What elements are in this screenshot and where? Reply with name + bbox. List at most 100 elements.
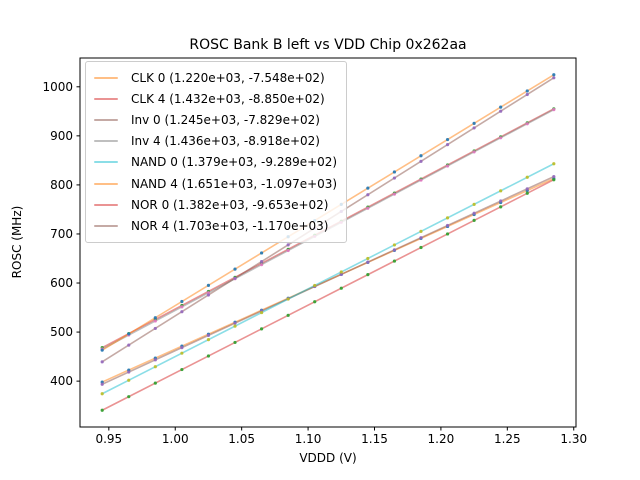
data-marker-nand-0 — [259, 310, 264, 315]
axes-frame — [79, 57, 577, 428]
x-tick-label: 0.95 — [95, 432, 122, 446]
data-marker-nor-0 — [259, 327, 264, 331]
legend-item-nand-4: NAND 4 (1.651e+03, -1.097e+03) — [94, 173, 337, 194]
data-marker-nor-4 — [180, 310, 184, 314]
data-marker-nor-4 — [472, 126, 476, 130]
data-marker-nand-4 — [499, 105, 503, 109]
data-marker-nand-4 — [366, 186, 370, 190]
data-marker-nor-0 — [180, 367, 184, 372]
data-marker-inv-0 — [552, 175, 556, 179]
data-marker-inv-4 — [419, 178, 423, 182]
data-marker-nand-0 — [552, 162, 556, 166]
fit-line-nand-0 — [101, 162, 555, 395]
data-marker-nand-0 — [499, 189, 503, 193]
legend-box: CLK 0 (1.220e+03, -7.548e+02) CLK 4 (1.43… — [85, 61, 348, 243]
data-marker-nor-4 — [259, 259, 264, 264]
data-marker-nand-0 — [206, 338, 211, 342]
data-marker-inv-4 — [499, 136, 503, 140]
data-marker-nor-4 — [525, 92, 529, 97]
data-marker-inv-0 — [392, 248, 397, 252]
x-tick-label: 1.10 — [295, 432, 322, 446]
legend-line-swatch — [94, 161, 118, 164]
legend-item-clk-4: CLK 4 (1.432e+03, -8.850e+02) — [94, 88, 337, 109]
data-marker-nor-4 — [233, 276, 237, 280]
data-marker-nand-0 — [180, 351, 184, 355]
legend-item-inv-4: Inv 4 (1.436e+03, -8.918e+02) — [94, 131, 337, 152]
data-marker-nand-4 — [552, 73, 556, 77]
data-marker-inv-0 — [127, 370, 131, 374]
data-marker-nor-0 — [153, 381, 157, 385]
data-marker-nand-4 — [180, 299, 184, 304]
data-marker-inv-0 — [499, 199, 503, 203]
data-marker-nand-0 — [339, 270, 343, 274]
data-marker-inv-4 — [445, 164, 450, 168]
data-marker-inv-4 — [180, 305, 184, 309]
data-marker-nor-0 — [206, 354, 211, 358]
data-marker-nor-0 — [419, 245, 423, 250]
chart-title: ROSC Bank B left vs VDD Chip 0x262aa — [189, 37, 467, 53]
y-axis-label: ROSC (MHz) — [10, 205, 24, 279]
data-marker-inv-0 — [366, 260, 370, 264]
data-marker-inv-0 — [445, 223, 450, 228]
legend-item-nor-4: NOR 4 (1.703e+03, -1.170e+03) — [94, 215, 337, 236]
data-marker-nand-4 — [206, 283, 211, 287]
data-marker-nor-0 — [392, 259, 397, 263]
data-marker-nor-0 — [100, 408, 104, 412]
legend-item-clk-0: CLK 0 (1.220e+03, -7.548e+02) — [94, 67, 337, 88]
data-marker-inv-0 — [472, 211, 476, 215]
data-marker-nor-4 — [419, 159, 423, 163]
x-tick-label: 1.25 — [494, 432, 521, 446]
data-marker-inv-4 — [366, 206, 370, 210]
data-marker-nor-0 — [286, 313, 290, 317]
data-marker-nand-0 — [153, 365, 157, 369]
data-marker-nand-4 — [100, 348, 104, 352]
data-marker-nor-0 — [366, 273, 370, 277]
data-marker-inv-4 — [206, 291, 211, 295]
legend-label: Inv 0 (1.245e+03, -7.829e+02) — [131, 112, 320, 127]
data-marker-inv-0 — [419, 236, 423, 240]
y-tick-label: 900 — [50, 129, 73, 143]
data-marker-nor-4 — [552, 76, 556, 80]
data-marker-nor-0 — [127, 395, 131, 399]
legend-label: NOR 0 (1.382e+03, -9.653e+02) — [131, 197, 329, 212]
y-tick-label: 600 — [50, 276, 73, 290]
legend-label: CLK 4 (1.432e+03, -8.850e+02) — [131, 91, 325, 106]
legend-line-swatch — [94, 224, 118, 227]
data-marker-nor-4 — [153, 326, 157, 331]
data-marker-nor-4 — [286, 243, 290, 247]
data-marker-nor-4 — [100, 360, 104, 364]
data-marker-nor-4 — [445, 143, 450, 147]
fit-line-inv-0 — [101, 175, 555, 386]
data-marker-nor-4 — [127, 343, 131, 347]
data-marker-nand-0 — [127, 378, 131, 382]
data-marker-nor-4 — [499, 109, 503, 113]
data-marker-nand-4 — [153, 316, 157, 320]
data-marker-inv-4 — [552, 108, 556, 112]
legend-line-swatch — [94, 118, 118, 121]
data-marker-nand-0 — [100, 392, 104, 396]
data-marker-nor-4 — [366, 193, 370, 197]
data-marker-nand-4 — [233, 267, 237, 271]
data-marker-nand-4 — [472, 121, 476, 125]
data-marker-nand-4 — [392, 170, 397, 174]
data-marker-nand-0 — [366, 256, 370, 261]
data-marker-inv-0 — [100, 382, 104, 386]
data-marker-nor-0 — [499, 205, 503, 209]
data-marker-inv-4 — [153, 319, 157, 323]
legend-label: NAND 4 (1.651e+03, -1.097e+03) — [131, 176, 338, 191]
fit-line-nor-0 — [101, 178, 555, 412]
data-marker-nor-0 — [525, 191, 529, 195]
x-tick-label: 1.00 — [162, 432, 189, 446]
data-marker-nand-0 — [445, 216, 450, 220]
x-tick-label: 1.20 — [428, 432, 455, 446]
y-tick-label: 1000 — [42, 80, 73, 94]
x-tick-label: 1.30 — [560, 432, 587, 446]
legend-label: CLK 0 (1.220e+03, -7.548e+02) — [131, 70, 325, 85]
legend-line-swatch — [94, 76, 118, 79]
x-tick-label: 1.05 — [228, 432, 255, 446]
data-marker-nor-0 — [472, 218, 476, 223]
data-marker-nand-0 — [472, 202, 476, 206]
data-marker-nand-0 — [419, 229, 423, 234]
data-marker-nand-0 — [286, 297, 290, 301]
